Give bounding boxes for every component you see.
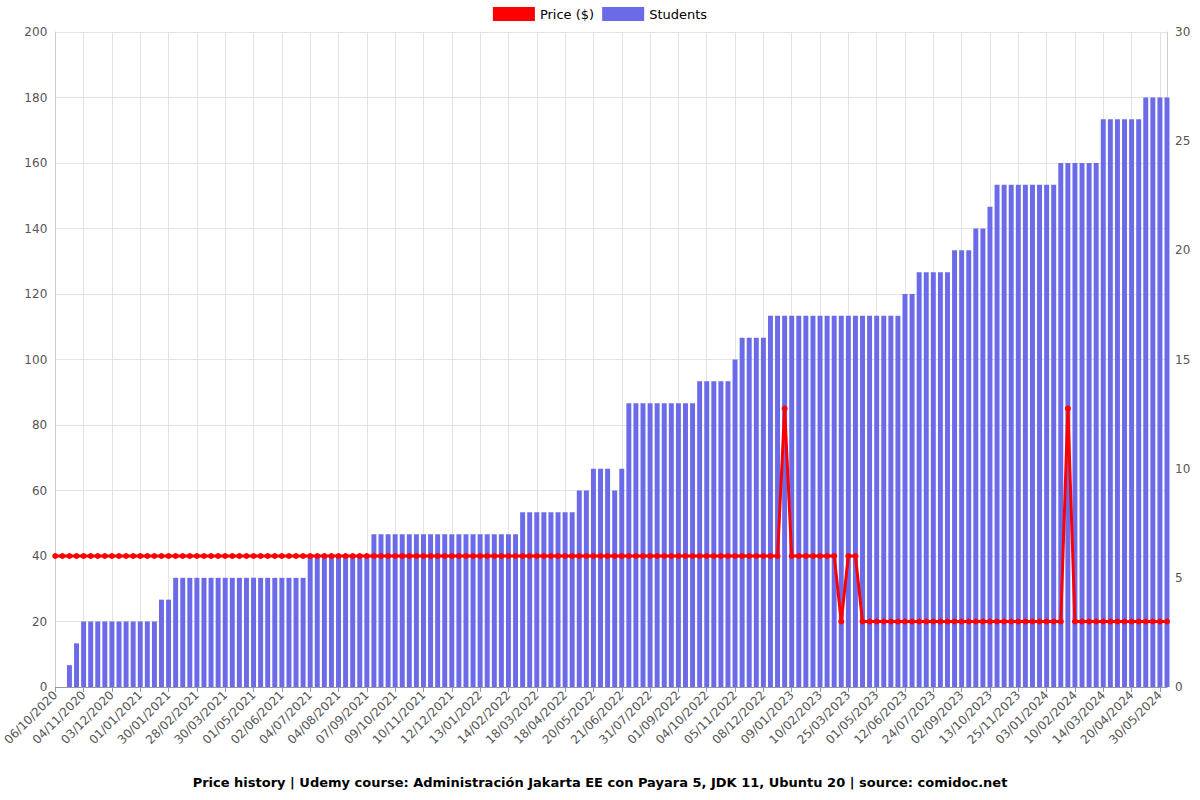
svg-text:04/08/2021: 04/08/2021	[284, 688, 344, 747]
svg-text:10: 10	[1175, 462, 1190, 476]
svg-text:12/06/2023: 12/06/2023	[851, 688, 910, 747]
svg-text:04/11/2020: 04/11/2020	[29, 688, 89, 747]
svg-text:14/02/2022: 14/02/2022	[454, 688, 514, 747]
svg-text:25/11/2023: 25/11/2023	[964, 688, 1024, 747]
svg-text:01/05/2023: 01/05/2023	[822, 688, 882, 747]
svg-text:12/12/2021: 12/12/2021	[398, 688, 457, 747]
svg-text:28/02/2021: 28/02/2021	[143, 688, 202, 747]
svg-text:60: 60	[32, 484, 47, 498]
svg-text:Price history | Udemy course:: Price history | Udemy course: Administra…	[193, 775, 1008, 790]
svg-text:180: 180	[24, 91, 47, 105]
svg-text:01/01/2021: 01/01/2021	[86, 688, 146, 747]
svg-text:04/07/2021: 04/07/2021	[256, 688, 316, 747]
svg-text:30/05/2024: 30/05/2024	[1106, 688, 1165, 747]
svg-text:15: 15	[1175, 353, 1190, 367]
svg-text:09/10/2021: 09/10/2021	[341, 688, 401, 747]
svg-text:100: 100	[24, 353, 47, 367]
svg-text:06/10/2020: 06/10/2020	[1, 688, 61, 747]
svg-text:13/10/2023: 13/10/2023	[936, 688, 995, 747]
svg-text:Students: Students	[649, 7, 707, 22]
svg-text:20/05/2022: 20/05/2022	[539, 688, 599, 747]
svg-text:18/04/2022: 18/04/2022	[511, 688, 571, 747]
svg-text:20/04/2024: 20/04/2024	[1077, 688, 1137, 747]
svg-text:30/03/2021: 30/03/2021	[171, 688, 231, 747]
svg-text:Price ($): Price ($)	[540, 7, 594, 22]
svg-text:02/09/2023: 02/09/2023	[907, 688, 967, 747]
svg-text:30: 30	[1175, 25, 1190, 39]
svg-text:01/05/2021: 01/05/2021	[199, 688, 259, 747]
svg-text:08/12/2022: 08/12/2022	[709, 688, 769, 747]
svg-text:140: 140	[24, 222, 47, 236]
svg-text:02/06/2021: 02/06/2021	[228, 688, 287, 747]
svg-text:09/01/2023: 09/01/2023	[737, 688, 797, 747]
svg-text:40: 40	[32, 549, 47, 563]
svg-text:18/03/2022: 18/03/2022	[483, 688, 542, 747]
svg-text:04/10/2022: 04/10/2022	[652, 688, 712, 747]
svg-text:25/03/2023: 25/03/2023	[794, 688, 854, 747]
svg-text:21/06/2022: 21/06/2022	[568, 688, 627, 747]
svg-text:80: 80	[32, 418, 47, 432]
svg-text:13/01/2022: 13/01/2022	[426, 688, 486, 747]
svg-text:31/07/2022: 31/07/2022	[596, 688, 655, 747]
svg-text:120: 120	[24, 287, 47, 301]
svg-text:20: 20	[32, 615, 47, 629]
svg-text:160: 160	[24, 156, 47, 170]
svg-text:01/09/2022: 01/09/2022	[624, 688, 684, 747]
svg-text:10/02/2024: 10/02/2024	[1021, 688, 1080, 747]
svg-text:14/03/2024: 14/03/2024	[1049, 688, 1109, 747]
svg-text:30/01/2021: 30/01/2021	[114, 688, 174, 747]
svg-text:10/11/2021: 10/11/2021	[369, 688, 429, 747]
svg-text:03/01/2024: 03/01/2024	[992, 688, 1052, 747]
svg-text:05/11/2022: 05/11/2022	[681, 688, 740, 747]
svg-text:0: 0	[39, 680, 48, 694]
svg-text:20: 20	[1175, 243, 1190, 257]
svg-text:0: 0	[1175, 680, 1183, 694]
svg-text:24/07/2023: 24/07/2023	[879, 688, 939, 747]
svg-text:03/12/2020: 03/12/2020	[58, 688, 117, 747]
svg-text:200: 200	[24, 25, 47, 39]
svg-text:10/02/2023: 10/02/2023	[766, 688, 825, 747]
svg-text:5: 5	[1175, 571, 1183, 585]
svg-text:25: 25	[1175, 134, 1190, 148]
svg-text:07/09/2021: 07/09/2021	[313, 688, 372, 747]
